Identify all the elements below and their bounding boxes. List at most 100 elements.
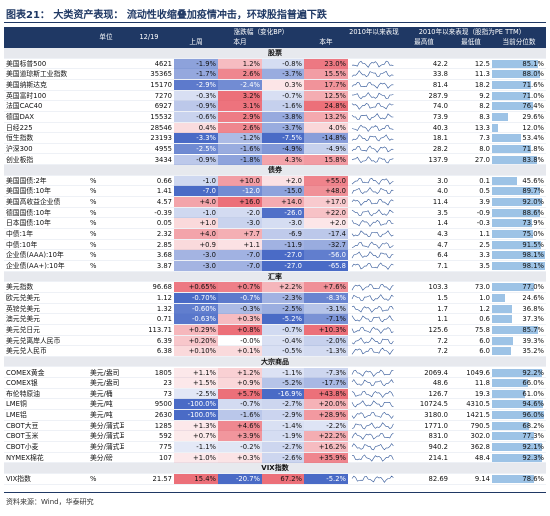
percentile-bar (492, 112, 508, 121)
asset-name: CBOT玉米 (6, 432, 39, 441)
value-cell: +0.7% (174, 431, 218, 442)
value-cell: 18.2 (474, 80, 490, 89)
table-row: 美元兑人民币 6.38 +0.10% +0.1% -0.5% -1.3% 7.2 6.0 35.… (4, 346, 546, 357)
value-cell: -0.8% (262, 58, 304, 69)
sparkline (351, 187, 394, 195)
percentile-bar (492, 453, 542, 462)
sparkline (351, 230, 394, 238)
asset-name: 欧元兑美元 (6, 293, 40, 302)
percentile-text: 73.9% (522, 219, 544, 228)
sparkline-path (351, 347, 394, 356)
sparkline-path (351, 262, 394, 270)
value-cell: 0.71 (156, 315, 172, 324)
table-row: 恒生指数 23193 -3.3% -1.2% -7.5% -14.8% 18.1 7.3 53.… (4, 133, 546, 144)
value-cell: 107 (159, 453, 172, 462)
percentile-bar (492, 123, 499, 132)
value-cell: -0.3% (218, 303, 262, 314)
sparkline-cell (348, 240, 398, 250)
unit: 美元/吨 (90, 400, 113, 409)
percentile-cell: 45.6% (492, 176, 546, 186)
header-cell: 最高值 (414, 38, 434, 46)
value-cell: 24.8% (304, 101, 348, 112)
value-cell: 1.1 (479, 230, 490, 239)
value-cell: +1.5% (174, 378, 218, 389)
value-cell: 3434 (154, 155, 172, 164)
percentile-text: 12.0% (522, 123, 544, 132)
value-cell: 3.3 (479, 251, 490, 260)
value-cell: -26.0 (262, 207, 304, 218)
asset-name: 澳元兑美元 (6, 315, 40, 324)
percentile-cell: 78.6% (492, 474, 546, 484)
value-cell: 0.4% (174, 122, 218, 133)
percentile-cell: 71.8% (492, 144, 546, 154)
asset-name: CBOT大豆 (6, 421, 39, 430)
percentile-text: 94.6% (522, 400, 544, 409)
asset-name: COMEX银 (6, 379, 38, 388)
table-row: 创业板指 3434 -0.9% -1.8% 4.3% 15.8% 137.9 27.0 83.8… (4, 154, 546, 166)
percentile-cell: 85.7% (492, 325, 546, 335)
sparkline (351, 177, 394, 185)
value-cell: +10.0 (218, 175, 262, 186)
percentile-text: 83.8% (522, 155, 544, 164)
value-cell: 137.9 (428, 155, 448, 164)
header-cell: 本年 (319, 38, 333, 46)
sparkline (351, 369, 394, 377)
value-cell: -2.9% (174, 79, 218, 90)
value-cell: -1.8% (218, 154, 262, 165)
sparkline-path (351, 81, 394, 89)
value-cell: 362.8 (470, 443, 490, 452)
value-cell: 40.3 (432, 123, 448, 132)
sparkline (351, 134, 394, 142)
value-cell: -0.7% (218, 399, 262, 410)
sparkline-path (351, 390, 394, 398)
value-cell: 7.3 (479, 134, 490, 143)
header-cell: 单位 (99, 33, 113, 41)
value-cell: +1.0 (174, 218, 218, 229)
value-cell: 1049.6 (466, 368, 490, 377)
value-cell: +0.3% (218, 452, 262, 463)
percentile-bar (492, 91, 531, 100)
sparkline-cell (348, 208, 398, 218)
value-cell: +3.9% (218, 431, 262, 442)
value-cell: -1.6% (262, 101, 304, 112)
table-row: LME铝 美元/吨 2630 -100.0% -1.6% -2.9% +28.9% 3180.… (4, 410, 546, 421)
percentile-text: 77.3% (522, 432, 544, 441)
sparkline-cell (348, 197, 398, 207)
percentile-cell: 92.0% (492, 197, 546, 207)
value-cell: 6.0 (479, 347, 490, 356)
asset-name: 德国DAX (6, 112, 35, 121)
value-cell: 13.2% (304, 111, 348, 122)
value-cell: 0.3% (262, 79, 304, 90)
value-cell: -20.7% (218, 474, 262, 484)
sparkline-cell (348, 101, 398, 111)
header-cell: 2010年以来表现 (349, 28, 399, 36)
percentile-text: 92.0% (522, 198, 544, 207)
value-cell: -3.8% (262, 111, 304, 122)
sparkline (351, 326, 394, 334)
value-cell: 4310.5 (466, 400, 490, 409)
asset-name: 日本国债:10年 (6, 219, 51, 228)
value-cell: 15.8% (304, 154, 348, 165)
table-row: 日本国债:10年% 0.05 +1.0 -3.0 -3.0 +2.0 1.4 -0.3 73.9… (4, 218, 546, 230)
sparkline (351, 432, 394, 441)
value-cell: 3.9 (479, 198, 490, 207)
percentile-bar (492, 240, 542, 249)
percentile-bar (492, 208, 540, 217)
sparkline-path (351, 198, 394, 206)
value-cell: 48.4 (474, 453, 490, 462)
value-cell: +1.3% (174, 420, 218, 431)
value-cell: +22.0 (304, 207, 348, 218)
unit: % (90, 262, 97, 270)
value-cell: 6.38 (156, 347, 172, 356)
value-cell: +35.9% (304, 452, 348, 463)
sparkline (351, 400, 394, 408)
table-row: CBOT大豆 美分/蒲式耳 1285 +1.3% +4.6% -1.4% -2.2% 1771… (4, 420, 546, 432)
unit: 美分/磅 (90, 453, 113, 462)
table-row: 沪深300 4955 -2.5% -1.6% -4.9% -4.9% 28.2 8.0 71.8… (4, 143, 546, 155)
sparkline-cell (348, 282, 398, 292)
percentile-text: 85.1% (522, 59, 544, 68)
value-cell: -6.9 (262, 229, 304, 240)
value-cell: +16.0 (218, 197, 262, 208)
value-cell: -7.0 (174, 186, 218, 197)
